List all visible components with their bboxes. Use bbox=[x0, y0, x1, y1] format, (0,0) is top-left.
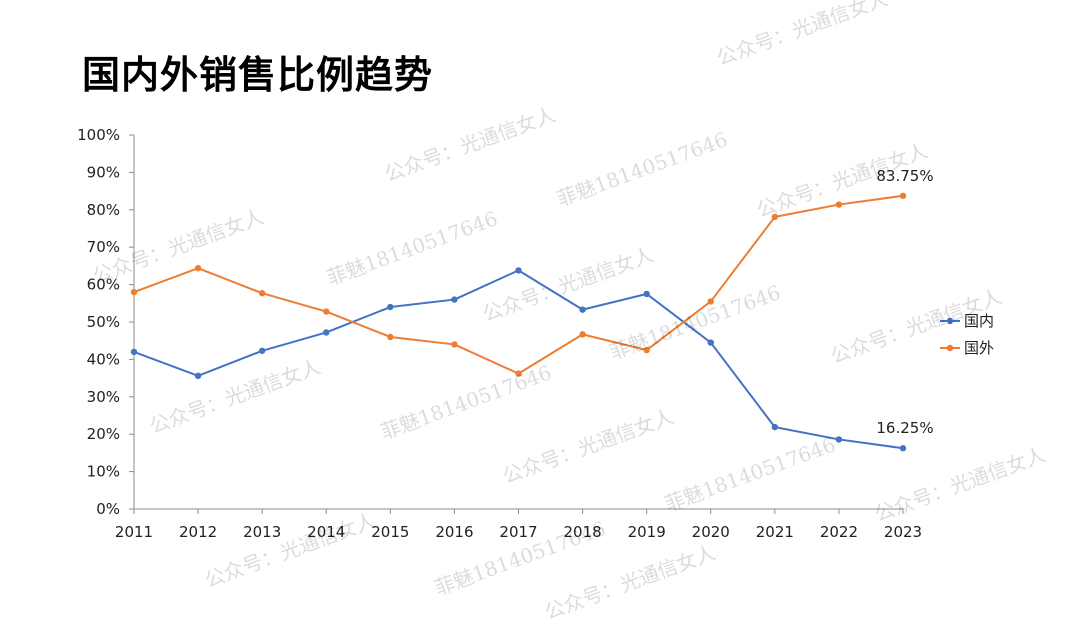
data-point bbox=[194, 264, 202, 272]
x-tick-label: 2023 bbox=[884, 523, 922, 541]
y-tick-label: 40% bbox=[87, 350, 120, 368]
data-point bbox=[387, 303, 394, 311]
data-point bbox=[323, 329, 330, 336]
legend-swatch-marker bbox=[946, 317, 954, 325]
y-tick-label: 60% bbox=[87, 276, 120, 294]
data-point bbox=[835, 201, 843, 208]
data-point bbox=[515, 267, 522, 274]
y-tick-label: 90% bbox=[87, 163, 120, 181]
y-tick-label: 0% bbox=[96, 500, 120, 518]
data-point bbox=[899, 445, 907, 452]
data-point bbox=[579, 331, 586, 338]
series-foreign: 83.75% bbox=[130, 167, 934, 377]
series-line bbox=[133, 269, 904, 450]
legend-label: 国外 bbox=[964, 339, 994, 357]
data-point bbox=[771, 423, 779, 431]
y-tick-label: 70% bbox=[87, 238, 120, 256]
data-point bbox=[579, 306, 586, 313]
x-tick-label: 2013 bbox=[243, 523, 281, 541]
data-point bbox=[835, 436, 843, 443]
legend-item: 国内 bbox=[940, 312, 994, 330]
data-point bbox=[707, 339, 714, 346]
data-point bbox=[771, 213, 779, 221]
y-tick-label: 10% bbox=[87, 463, 120, 481]
data-point bbox=[387, 333, 394, 341]
data-point bbox=[451, 341, 458, 348]
data-point bbox=[451, 296, 458, 303]
legend-item: 国外 bbox=[940, 339, 994, 357]
data-point bbox=[707, 298, 714, 305]
x-tick-label: 2020 bbox=[692, 523, 730, 541]
data-point bbox=[643, 290, 650, 298]
x-tick-label: 2019 bbox=[628, 523, 666, 541]
chart-series: 16.25% 83.75% bbox=[130, 167, 934, 452]
data-point bbox=[258, 347, 266, 354]
x-tick-label: 2017 bbox=[499, 523, 537, 541]
x-tick-label: 2018 bbox=[563, 523, 601, 541]
y-tick-label: 100% bbox=[77, 126, 120, 144]
data-point bbox=[323, 308, 330, 315]
x-tick-label: 2014 bbox=[307, 523, 345, 541]
data-point bbox=[130, 288, 138, 296]
x-tick-label: 2016 bbox=[435, 523, 473, 541]
x-tick-label: 2012 bbox=[179, 523, 217, 541]
legend-swatch-marker bbox=[946, 344, 954, 352]
x-tick-label: 2015 bbox=[371, 523, 409, 541]
page-title: 国内外销售比例趋势 bbox=[82, 53, 434, 97]
legend-label: 国内 bbox=[964, 312, 994, 330]
end-data-label: 16.25% bbox=[876, 419, 933, 437]
data-point bbox=[643, 346, 650, 354]
data-point bbox=[258, 290, 266, 297]
chart-axes: 0% 10% 20% 30% 40% 50% 60% 70% 80% 90% 100% 2011 201… bbox=[77, 126, 922, 541]
x-tick-label: 2011 bbox=[115, 523, 153, 541]
data-point bbox=[899, 192, 907, 199]
data-point bbox=[130, 348, 138, 356]
series-line bbox=[133, 194, 904, 375]
line-chart: 0% 10% 20% 30% 40% 50% 60% 70% 80% 90% 100% 2011 201… bbox=[77, 126, 994, 541]
x-tick-label: 2021 bbox=[756, 523, 794, 541]
series-domestic: 16.25% bbox=[130, 267, 934, 452]
y-tick-label: 20% bbox=[87, 425, 120, 443]
y-tick-label: 50% bbox=[87, 313, 120, 331]
x-tick-label: 2022 bbox=[820, 523, 858, 541]
y-tick-label: 80% bbox=[87, 201, 120, 219]
y-tick-label: 30% bbox=[87, 388, 120, 406]
end-data-label: 83.75% bbox=[876, 167, 933, 185]
data-point bbox=[194, 372, 202, 380]
data-point bbox=[515, 370, 522, 377]
